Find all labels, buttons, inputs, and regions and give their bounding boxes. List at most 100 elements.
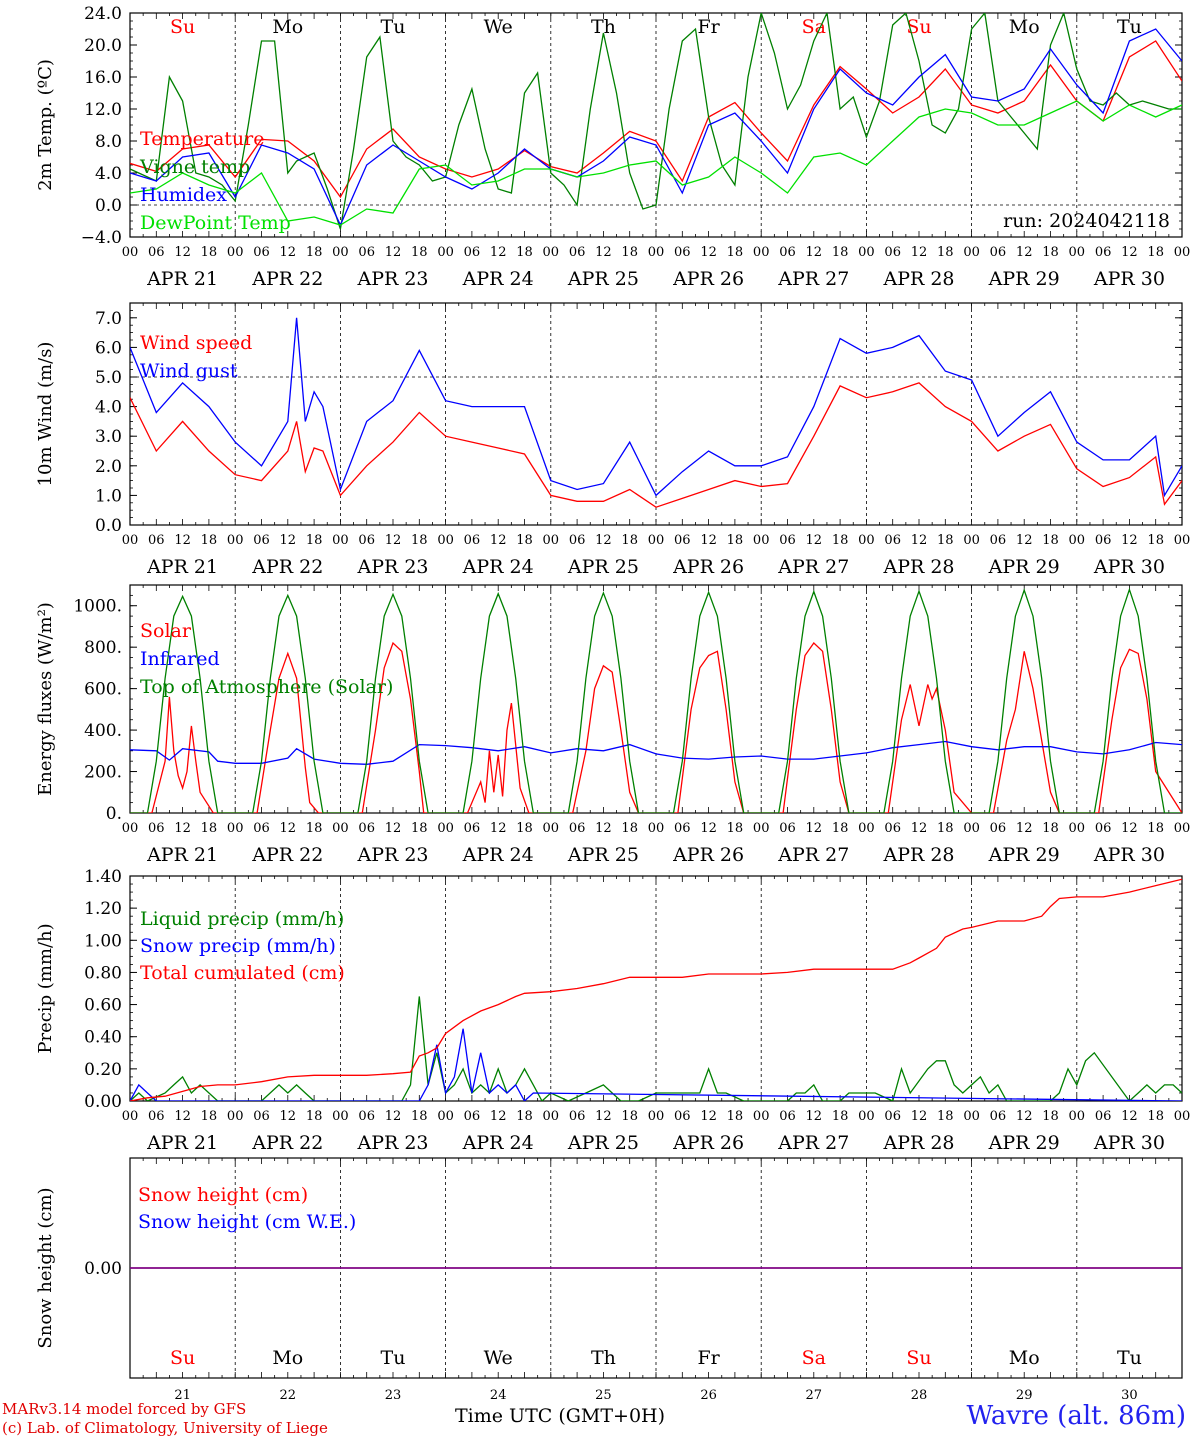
x-hour-label: 12 bbox=[1016, 821, 1033, 836]
y-tick-label: 800. bbox=[84, 638, 122, 658]
copyright: (c) Lab. of Climatology, University of L… bbox=[2, 1419, 328, 1437]
series-top-of-atmosphere-solar bbox=[130, 587, 1182, 813]
x-hour-label: 18 bbox=[621, 245, 638, 260]
series-group bbox=[130, 317, 1182, 508]
x-hour-label: 00 bbox=[1069, 821, 1086, 836]
x-hour-label: 06 bbox=[148, 533, 165, 548]
x-hour-label: 18 bbox=[727, 245, 744, 260]
legend-entry: Infrared bbox=[140, 648, 220, 670]
x-hour-label: 06 bbox=[569, 1109, 586, 1124]
day-number: 23 bbox=[385, 1388, 402, 1403]
x-date-label: APR 21 bbox=[146, 1132, 218, 1154]
y-tick-label: 0.80 bbox=[84, 963, 122, 983]
y-tick-label: 3.0 bbox=[95, 427, 122, 447]
x-hour-label: 12 bbox=[385, 533, 402, 548]
x-hour-label: 12 bbox=[490, 821, 507, 836]
x-hour-label: 06 bbox=[253, 533, 270, 548]
x-hour-label: 18 bbox=[937, 533, 954, 548]
x-hour-label: 18 bbox=[621, 1109, 638, 1124]
panel-1: −4.0 0.0 4.0 8.0 12.0 16.0 20.0 24.0 2m Temp. (º… bbox=[35, 4, 1190, 290]
x-hour-label: 00 bbox=[963, 533, 980, 548]
x-hour-label: 12 bbox=[174, 821, 191, 836]
y-tick-label: 12.0 bbox=[84, 100, 122, 120]
day-name: Tu bbox=[1117, 1347, 1142, 1369]
series-liquid-precip-mm-h bbox=[130, 996, 1182, 1101]
x-hour-label: 12 bbox=[174, 533, 191, 548]
x-hour-label: 12 bbox=[174, 1109, 191, 1124]
x-hour-label: 12 bbox=[806, 821, 823, 836]
x-date-label: APR 27 bbox=[777, 1132, 849, 1154]
x-hour-label: 18 bbox=[937, 245, 954, 260]
x-hour-label: 00 bbox=[437, 533, 454, 548]
day-name: Tu bbox=[381, 1347, 406, 1369]
x-date-label: APR 29 bbox=[988, 556, 1060, 578]
x-hour-label: 18 bbox=[1042, 1109, 1059, 1124]
x-hour-label: 12 bbox=[700, 1109, 717, 1124]
x-hour-label: 18 bbox=[937, 821, 954, 836]
x-date-label: APR 24 bbox=[462, 844, 534, 866]
x-hour-label: 06 bbox=[990, 1109, 1007, 1124]
legend-entry: Total cumulated (cm) bbox=[140, 962, 345, 984]
x-date-label: APR 30 bbox=[1093, 556, 1165, 578]
x-hour-label: 06 bbox=[148, 821, 165, 836]
legend-entry: Snow height (cm W.E.) bbox=[138, 1211, 356, 1233]
x-hour-label: 12 bbox=[1016, 245, 1033, 260]
y-tick-label: 20.0 bbox=[84, 36, 122, 56]
x-hour-label: 00 bbox=[543, 1109, 560, 1124]
x-hour-label: 00 bbox=[753, 1109, 770, 1124]
x-date-label: APR 26 bbox=[672, 268, 744, 290]
x-hour-label: 12 bbox=[1121, 533, 1138, 548]
legend-entry: Vigne temp bbox=[139, 156, 250, 178]
x-hour-label: 18 bbox=[937, 1109, 954, 1124]
x-hour-label: 00 bbox=[227, 245, 244, 260]
x-hour-label: 00 bbox=[648, 821, 665, 836]
x-hour-label: 18 bbox=[621, 821, 638, 836]
x-hour-label: 06 bbox=[884, 821, 901, 836]
legend-entry: Snow height (cm) bbox=[138, 1184, 308, 1206]
y-tick-label: 6.0 bbox=[95, 338, 122, 358]
day-number: 26 bbox=[700, 1388, 717, 1403]
x-hour-label: 18 bbox=[516, 245, 533, 260]
x-date-label: APR 24 bbox=[462, 268, 534, 290]
x-hour-label: 06 bbox=[674, 1109, 691, 1124]
x-hour-label: 06 bbox=[569, 821, 586, 836]
x-hour-label: 00 bbox=[332, 1109, 349, 1124]
x-hour-label: 06 bbox=[779, 245, 796, 260]
x-hour-label: 18 bbox=[306, 821, 323, 836]
x-hour-label: 00 bbox=[1174, 533, 1191, 548]
x-date-label: APR 29 bbox=[988, 844, 1060, 866]
x-hour-label: 18 bbox=[411, 533, 428, 548]
x-hour-label: 00 bbox=[122, 245, 139, 260]
x-hour-label: 00 bbox=[227, 533, 244, 548]
x-hour-label: 06 bbox=[569, 245, 586, 260]
x-hour-label: 06 bbox=[779, 1109, 796, 1124]
y-tick-label: 5.0 bbox=[95, 368, 122, 388]
x-hour-label: 12 bbox=[280, 821, 297, 836]
x-hour-label: 00 bbox=[543, 821, 560, 836]
x-hour-label: 00 bbox=[437, 245, 454, 260]
x-hour-label: 12 bbox=[385, 245, 402, 260]
day-name: Mo bbox=[1009, 1347, 1040, 1369]
panel-4: 0.00 0.20 0.40 0.60 0.80 1.00 1.20 1.40 Precip (… bbox=[35, 867, 1190, 1154]
x-hour-label: 06 bbox=[253, 821, 270, 836]
day-number: 30 bbox=[1121, 1388, 1138, 1403]
x-hour-label: 18 bbox=[201, 245, 218, 260]
x-hour-label: 18 bbox=[727, 533, 744, 548]
day-name: Th bbox=[591, 16, 616, 38]
x-hour-label: 00 bbox=[437, 821, 454, 836]
x-date-label: APR 26 bbox=[672, 844, 744, 866]
x-date-label: APR 25 bbox=[567, 844, 639, 866]
day-number: 22 bbox=[280, 1388, 297, 1403]
x-hour-label: 06 bbox=[990, 821, 1007, 836]
model-credit: MARv3.14 model forced by GFS bbox=[2, 1400, 247, 1418]
x-date-label: APR 26 bbox=[672, 1132, 744, 1154]
x-hour-label: 06 bbox=[990, 533, 1007, 548]
x-hour-label: 06 bbox=[779, 533, 796, 548]
x-hour-label: 00 bbox=[332, 821, 349, 836]
x-hour-label: 06 bbox=[884, 1109, 901, 1124]
x-hour-label: 06 bbox=[779, 821, 796, 836]
series-snow-precip-mm-h bbox=[130, 1028, 1182, 1101]
x-hour-label: 12 bbox=[911, 1109, 928, 1124]
x-hour-label: 06 bbox=[253, 1109, 270, 1124]
